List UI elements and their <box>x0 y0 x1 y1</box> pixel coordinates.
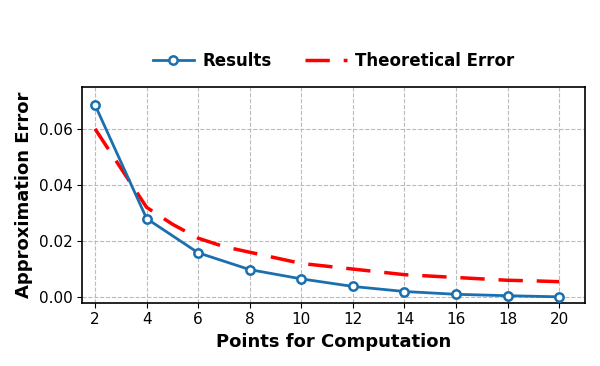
Legend: Results, Theoretical Error: Results, Theoretical Error <box>146 45 521 76</box>
Line: Theoretical Error: Theoretical Error <box>95 129 559 282</box>
Line: Results: Results <box>91 101 563 301</box>
Theoretical Error <box>504 278 511 283</box>
Theoretical Error <box>246 250 253 254</box>
Theoretical Error <box>349 267 356 271</box>
Results <box>401 289 408 294</box>
Results <box>91 103 98 107</box>
Theoretical Error <box>478 277 485 281</box>
Theoretical Error <box>143 205 150 210</box>
Theoretical Error <box>298 261 305 266</box>
Theoretical Error <box>375 270 382 274</box>
Theoretical Error <box>556 280 563 284</box>
Results <box>504 294 511 298</box>
Results <box>556 295 563 299</box>
Theoretical Error <box>91 127 98 131</box>
Results <box>452 292 460 296</box>
X-axis label: Points for Computation: Points for Computation <box>216 333 451 351</box>
Theoretical Error <box>452 275 460 280</box>
Y-axis label: Approximation Error: Approximation Error <box>15 92 33 298</box>
Results <box>298 277 305 281</box>
Theoretical Error <box>194 236 202 240</box>
Theoretical Error <box>401 272 408 277</box>
Theoretical Error <box>323 264 331 268</box>
Theoretical Error <box>427 274 434 278</box>
Theoretical Error <box>117 166 124 170</box>
Theoretical Error <box>530 279 537 283</box>
Results <box>194 251 202 255</box>
Results <box>143 216 150 221</box>
Theoretical Error <box>272 256 279 260</box>
Theoretical Error <box>220 244 227 249</box>
Results <box>246 268 253 272</box>
Theoretical Error <box>169 222 176 227</box>
Results <box>349 284 356 289</box>
